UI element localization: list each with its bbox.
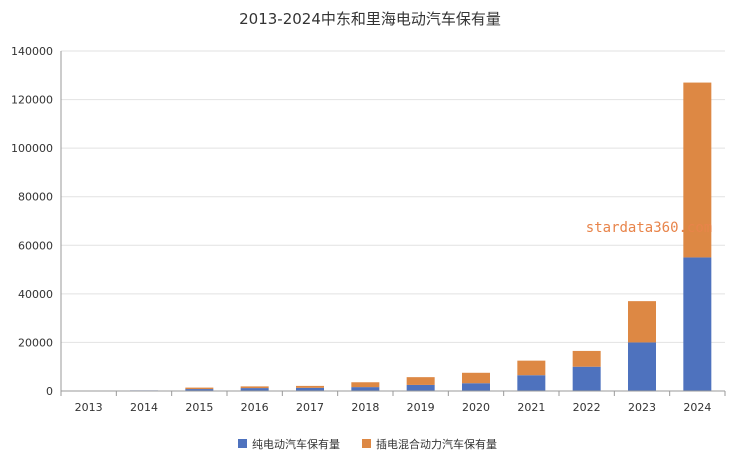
y-tick-label: 80000 [18,191,53,204]
chart-title: 2013-2024中东和里海电动汽车保有量 [239,10,501,28]
x-tick-label: 2014 [130,401,158,414]
bar-segment-series-0-2018 [351,387,380,391]
bar-segment-series-1-2021 [517,360,546,376]
legend-swatch-1 [362,439,371,448]
x-tick-label: 2022 [573,401,601,414]
legend-label-0: 纯电动汽车保有量 [252,437,340,451]
bar-segment-series-0-2024 [683,257,712,391]
bar-segment-series-0-2023 [628,342,656,391]
bar-segment-series-1-2017 [296,385,324,388]
x-tick-label: 2015 [185,401,213,414]
x-tick-label: 2024 [683,401,711,414]
bar-segment-series-0-2017 [296,387,324,391]
axes: 0 20000 40000 60000 80000 100000 120000 140000 2… [11,45,726,414]
watermark-text: stardata360.com [586,220,712,236]
y-tick-label: 120000 [11,94,53,107]
bar-segment-series-1-2024 [683,82,712,258]
bar-segment-series-0-2021 [517,375,546,391]
bars [74,82,712,392]
legend: 纯电动汽车保有量 插电混合动力汽车保有量 [238,437,497,451]
legend-label-1: 插电混合动力汽车保有量 [376,437,497,451]
x-tick-label: 2018 [351,401,379,414]
x-tick-label: 2023 [628,401,656,414]
y-tick-label: 20000 [18,336,53,349]
bar-segment-series-0-2020 [462,383,490,391]
y-tick-label: 40000 [18,288,53,301]
y-tick-label: 140000 [11,45,53,58]
bar-segment-series-1-2018 [351,382,380,388]
gridlines [61,50,725,392]
x-tick-label: 2016 [241,401,269,414]
y-tick-label: 60000 [18,239,53,252]
x-tick-label: 2019 [407,401,435,414]
x-tick-label: 2021 [517,401,545,414]
x-tick-label: 2020 [462,401,490,414]
x-tick-label: 2013 [75,401,103,414]
bar-segment-series-0-2015 [185,389,214,391]
x-tick-label: 2017 [296,401,324,414]
bar-segment-series-0-2019 [406,384,435,391]
bar-segment-series-1-2023 [628,301,656,343]
bar-segment-series-1-2022 [572,350,601,367]
y-tick-label: 100000 [11,142,53,155]
legend-swatch-0 [238,439,247,448]
bar-segment-series-1-2015 [185,387,214,390]
bar-segment-series-1-2020 [462,372,490,384]
bar-segment-series-0-2022 [572,366,601,391]
bar-segment-series-0-2016 [240,388,269,391]
y-tick-label: 0 [46,385,53,398]
bar-segment-series-1-2016 [240,386,269,389]
bar-segment-series-1-2019 [406,377,435,385]
